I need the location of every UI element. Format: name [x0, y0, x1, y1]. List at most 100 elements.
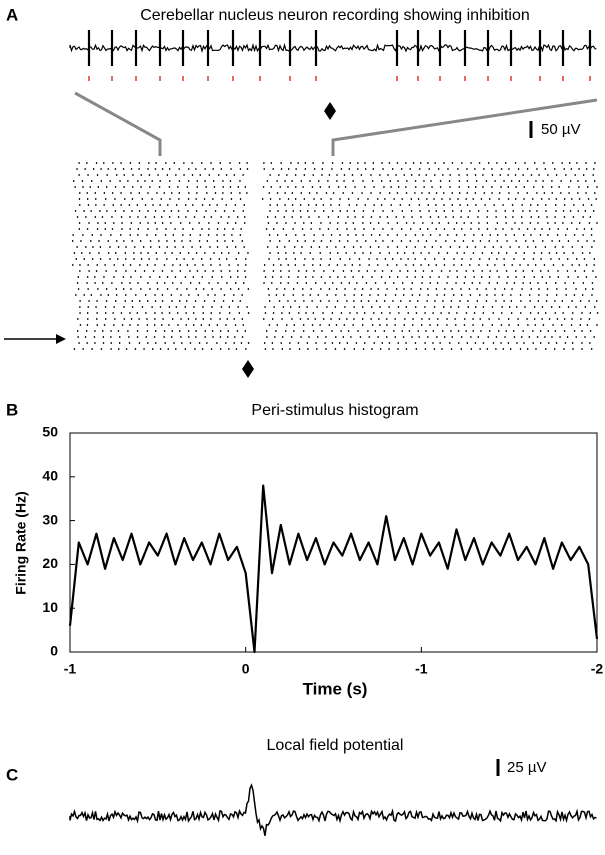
raster-dot: [156, 258, 158, 260]
raster-dot: [319, 186, 321, 188]
raster-dot: [220, 288, 222, 290]
raster-dot: [484, 204, 486, 206]
raster-dot: [191, 162, 193, 164]
raster-dot: [246, 306, 248, 308]
raster-dot: [213, 180, 215, 182]
raster-dot: [357, 198, 359, 200]
raster-dot: [117, 330, 120, 332]
raster-dot: [443, 264, 446, 266]
raster-dot: [424, 348, 427, 350]
raster-dot: [328, 324, 330, 326]
raster-dot: [593, 258, 595, 260]
raster-dot: [428, 192, 430, 194]
raster-dot: [431, 222, 433, 224]
raster-dot: [474, 168, 476, 170]
raster-dot: [302, 294, 304, 296]
raster-dot: [555, 282, 557, 284]
y-tick-label: 10: [42, 599, 58, 615]
raster-dot: [557, 276, 559, 278]
raster-dot: [415, 312, 418, 314]
raster-dot: [244, 276, 247, 278]
raster-dot: [185, 204, 187, 206]
raster-dot: [149, 240, 152, 242]
raster-dot: [303, 264, 305, 266]
raster-dot: [513, 330, 515, 332]
raster-dot: [203, 300, 206, 302]
raster-dot: [437, 216, 440, 218]
raster-dot: [501, 306, 503, 308]
trace: [69, 783, 597, 836]
raster-dot: [589, 216, 591, 218]
raster-dot: [491, 186, 493, 188]
raster-dot: [479, 240, 482, 242]
raster-dot: [320, 288, 322, 290]
raster-dot: [276, 324, 278, 326]
raster-dot: [396, 264, 398, 266]
raster-dot: [435, 192, 438, 194]
raster-dot: [488, 318, 490, 320]
raster-dot: [525, 240, 527, 242]
raster-dot: [294, 264, 296, 266]
raster-dot: [424, 312, 426, 314]
raster-dot: [195, 168, 197, 170]
raster-dot: [223, 234, 225, 236]
raster-dot: [243, 246, 245, 248]
raster-dot: [82, 234, 84, 236]
raster-dot: [318, 180, 320, 182]
stimulus-marker: [242, 360, 254, 378]
raster-dot: [526, 192, 528, 194]
raster-dot: [391, 228, 393, 230]
raster-dot: [152, 204, 154, 206]
raster-dot: [86, 282, 88, 284]
raster-dot: [305, 276, 307, 278]
raster-dot: [401, 330, 403, 332]
raster-dot: [89, 252, 91, 254]
raster-dot: [534, 306, 536, 308]
raster-dot: [487, 336, 489, 338]
raster-dot: [377, 198, 379, 200]
raster-dot: [203, 288, 205, 290]
x-tick-label: -2: [591, 661, 604, 677]
raster-dot: [198, 282, 201, 284]
raster-dot: [208, 222, 210, 224]
raster-dot: [293, 252, 295, 254]
raster-dot: [285, 330, 287, 332]
raster-dot: [439, 234, 441, 236]
raster-dot: [428, 264, 430, 266]
raster-dot: [354, 186, 356, 188]
raster-dot: [533, 186, 535, 188]
raster-dot: [508, 168, 510, 170]
raster-dot: [79, 192, 81, 194]
raster-dot: [372, 210, 374, 212]
raster-dot: [386, 288, 388, 290]
raster-dot: [247, 312, 250, 314]
raster-dot: [222, 186, 224, 188]
raster-dot: [537, 204, 539, 206]
raster-dot: [491, 174, 494, 176]
raster-dot: [191, 246, 193, 248]
raster-dot: [129, 264, 132, 266]
raster-dot: [106, 288, 108, 290]
raster-dot: [175, 306, 177, 308]
raster-dot: [405, 234, 407, 236]
raster-dot: [461, 294, 463, 296]
raster-dot: [332, 210, 334, 212]
raster-dot: [163, 264, 166, 266]
raster-dot: [482, 174, 484, 176]
raster-dot: [456, 276, 458, 278]
raster-dot: [147, 210, 149, 212]
raster-dot: [168, 324, 170, 326]
raster-dot: [122, 168, 125, 170]
raster-dot: [448, 312, 450, 314]
raster-dot: [189, 222, 191, 224]
raster-dot: [369, 222, 372, 224]
raster-dot: [410, 288, 412, 290]
raster-dot: [422, 234, 424, 236]
raster-dot: [118, 348, 120, 350]
raster-dot: [340, 282, 343, 284]
raster-dot: [236, 330, 239, 332]
raster-dot: [312, 162, 314, 164]
raster-dot: [414, 234, 417, 236]
raster-dot: [96, 300, 98, 302]
raster-dot: [349, 312, 351, 314]
